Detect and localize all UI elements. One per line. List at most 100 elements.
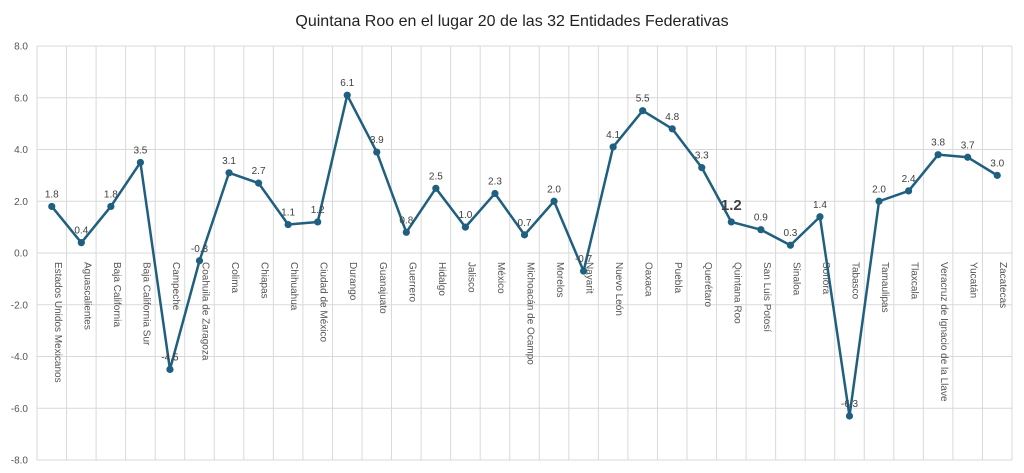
x-tick-label: Sonora	[820, 262, 831, 295]
y-tick-label: 6.0	[14, 93, 28, 104]
data-label: 2.4	[902, 174, 916, 185]
data-point	[875, 197, 883, 205]
data-point	[284, 220, 292, 229]
data-point	[136, 158, 145, 167]
data-label: 0.9	[754, 213, 768, 224]
x-tick-label: Yucatán	[968, 262, 979, 298]
y-tick-label: -6.0	[11, 404, 29, 415]
data-label: 3.3	[695, 151, 709, 162]
data-label: 3.8	[931, 138, 945, 149]
data-point	[934, 151, 942, 159]
x-tick-label: Colima	[229, 262, 240, 294]
x-tick-label: Morelos	[554, 262, 565, 298]
x-tick-label: Veracruz de Ignacio de la Llave	[938, 262, 949, 402]
y-tick-label: 0.0	[14, 249, 28, 260]
data-label: 1.8	[45, 189, 59, 200]
data-label: 3.1	[222, 156, 236, 167]
x-tick-label: Querétaro	[702, 262, 713, 307]
data-point	[195, 257, 204, 265]
data-label: -0.3	[191, 244, 209, 255]
y-tick-label: -4.0	[11, 352, 29, 363]
data-point	[491, 189, 499, 198]
data-point	[609, 143, 617, 151]
data-label: 1.4	[813, 200, 827, 211]
data-label: 0.7	[518, 218, 532, 229]
data-point	[373, 148, 381, 156]
data-point	[343, 91, 351, 99]
data-label: 1.0	[458, 210, 472, 221]
y-tick-label: -8.0	[11, 456, 29, 467]
data-label: -6.3	[841, 399, 859, 410]
data-label: 3.0	[990, 158, 1004, 169]
x-tick-label: Durango	[347, 262, 358, 301]
y-tick-label: 2.0	[14, 197, 28, 208]
x-tick-label: Puebla	[672, 262, 683, 294]
x-tick-label: Chihuahua	[288, 262, 299, 311]
x-tick-label: Michoacán de Ocampo	[525, 262, 536, 365]
x-tick-label: Oaxaca	[643, 262, 654, 297]
data-point	[314, 218, 322, 226]
data-point	[845, 412, 854, 420]
x-tick-label: Tamaulipas	[879, 262, 890, 313]
data-point	[461, 223, 470, 231]
data-point	[520, 231, 529, 239]
data-label: 4.1	[606, 130, 620, 141]
data-label: 0.4	[74, 226, 88, 237]
data-label: -0.7	[575, 254, 593, 265]
x-tick-label: Tlaxcala	[909, 262, 920, 300]
x-tick-label: México	[495, 262, 506, 294]
data-label: 2.3	[488, 176, 502, 187]
y-tick-label: 8.0	[14, 42, 28, 53]
data-label: 0.8	[399, 215, 413, 226]
data-point	[550, 197, 558, 205]
x-tick-label: Nayarit	[584, 262, 595, 294]
data-point	[48, 202, 56, 211]
x-tick-label: Zacatecas	[997, 262, 1008, 308]
data-point	[816, 213, 824, 221]
y-tick-label: 4.0	[14, 145, 28, 156]
x-tick-label: Quintana Roo	[731, 262, 742, 324]
data-label: 2.0	[872, 184, 886, 195]
x-tick-label: Nuevo León	[613, 262, 624, 316]
data-point	[639, 107, 647, 115]
x-tick-label: Coahuila de Zaragoza	[200, 262, 211, 361]
data-label: 2.7	[252, 166, 266, 177]
data-label: 0.3	[783, 228, 797, 239]
data-point	[786, 241, 795, 249]
x-tick-label: Campeche	[170, 262, 181, 311]
x-tick-label: Tabasco	[850, 262, 861, 300]
x-tick-label: Baja California	[111, 262, 122, 327]
data-label: 1.8	[104, 189, 118, 200]
data-label: 3.9	[370, 135, 384, 146]
x-tick-label: San Luis Potosí	[761, 262, 772, 332]
data-point	[225, 169, 233, 177]
data-point	[107, 202, 115, 211]
data-label-highlight: 1.2	[721, 197, 742, 214]
data-point	[757, 226, 765, 234]
x-tick-label: Aguascalientes	[81, 262, 92, 330]
data-point	[254, 179, 263, 187]
x-tick-label: Ciudad de México	[318, 262, 329, 342]
data-label: 5.5	[636, 94, 650, 105]
data-point	[698, 164, 706, 172]
data-point	[904, 187, 913, 195]
x-tick-label: Jalisco	[465, 262, 476, 293]
data-label: 1.1	[281, 208, 295, 219]
data-point	[579, 267, 588, 275]
x-tick-label: Guerrero	[406, 262, 417, 302]
x-tick-label: Baja California Sur	[140, 262, 151, 346]
data-label: 1.2	[311, 205, 325, 216]
data-point	[432, 184, 440, 192]
x-tick-label: Estados Unidos Mexicanos	[52, 262, 63, 383]
data-label: 6.1	[340, 78, 354, 89]
y-tick-label: -2.0	[11, 300, 29, 311]
x-tick-label: Chiapas	[259, 262, 270, 299]
data-label: 3.5	[133, 145, 147, 156]
x-tick-label: Guanajuato	[377, 262, 388, 314]
data-point	[964, 153, 972, 161]
data-label: -4.5	[161, 352, 179, 363]
data-point	[402, 228, 410, 236]
chart-title: Quintana Roo en el lugar 20 de las 32 En…	[295, 13, 728, 30]
